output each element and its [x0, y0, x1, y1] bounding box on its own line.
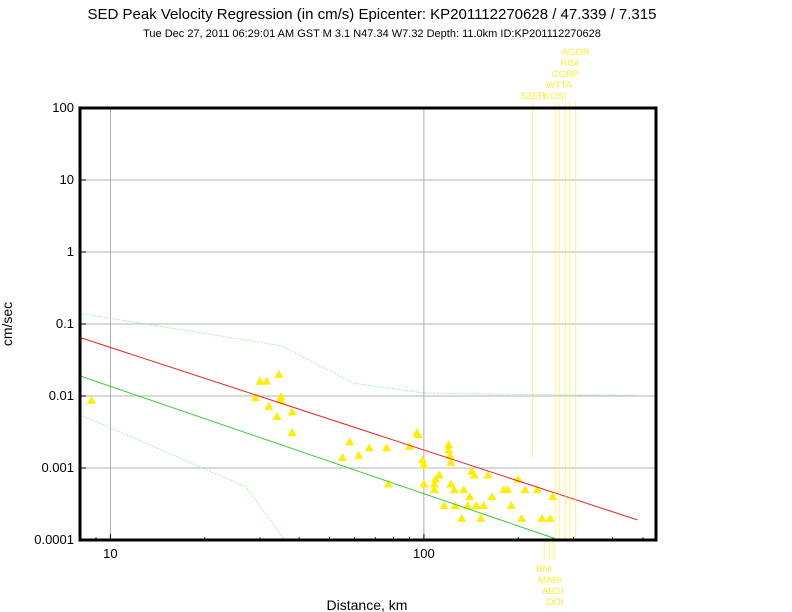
station-label-bottom: DOI — [547, 597, 564, 608]
data-point-marker — [337, 452, 347, 461]
data-point-marker — [354, 450, 364, 459]
data-point-marker — [471, 501, 481, 510]
data-point-marker — [418, 455, 428, 464]
data-point-marker — [479, 501, 489, 510]
grid — [80, 108, 656, 540]
axis-ticks: 100 10 1 0.1 0.01 0.001 0.0001 10 100 — [34, 100, 644, 561]
data-point-marker — [487, 492, 497, 501]
data-point-marker — [287, 407, 297, 416]
data-point-marker — [439, 501, 449, 510]
regression-line — [79, 375, 560, 541]
data-point-marker — [345, 437, 355, 446]
station-label-top: CGRP — [552, 69, 579, 80]
chart-subtitle: Tue Dec 27, 2011 06:29:01 AM GST M 3.1 N… — [143, 28, 601, 40]
data-point-marker — [517, 513, 527, 522]
data-point-marker — [429, 485, 439, 494]
series-layer — [79, 313, 638, 541]
data-point-marker — [520, 485, 530, 494]
data-point-marker — [255, 376, 265, 385]
data-point-marker — [274, 369, 284, 378]
station-label-bottom: MABI — [538, 575, 561, 586]
y-tick-label: 0.01 — [49, 388, 74, 403]
data-point-marker — [262, 376, 272, 385]
confidence-bound-line — [79, 313, 638, 396]
data-point-marker — [272, 411, 282, 420]
data-point-marker — [463, 501, 473, 510]
data-point-marker — [459, 485, 469, 494]
data-point-marker — [450, 501, 460, 510]
x-axis-label: Distance, km — [327, 597, 408, 612]
station-label-top: RISI — [561, 58, 579, 69]
y-tick-label: 10 — [60, 172, 74, 187]
data-point-marker — [483, 470, 493, 479]
data-point-marker — [364, 443, 374, 452]
data-point-marker — [444, 440, 454, 449]
data-point-marker — [457, 513, 467, 522]
station-label-top: WTTA — [546, 80, 573, 91]
data-point-marker — [431, 474, 441, 483]
data-point-marker — [465, 492, 475, 501]
station-label-top: SZER — [520, 91, 545, 102]
data-point-marker — [429, 479, 439, 488]
data-point-marker — [445, 450, 455, 459]
y-tick-label: 0.001 — [41, 460, 74, 475]
data-point-marker — [287, 428, 297, 437]
data-point-marker — [503, 485, 513, 494]
regression-line — [79, 336, 638, 521]
confidence-bound-line — [79, 414, 286, 541]
data-point-marker — [86, 395, 96, 404]
y-tick-label: 100 — [52, 100, 74, 115]
data-point-marker — [419, 479, 429, 488]
data-point-marker — [250, 393, 260, 402]
data-point-marker — [446, 479, 456, 488]
data-point-marker — [383, 479, 393, 488]
y-tick-label: 1 — [67, 244, 74, 259]
data-point-marker — [506, 501, 516, 510]
y-axis-label: cm/sec — [0, 302, 15, 346]
data-point-marker — [382, 443, 392, 452]
x-tick-label: 10 — [103, 546, 117, 561]
data-point-marker — [537, 513, 547, 522]
data-point-marker — [276, 395, 286, 404]
station-label-top: KOSI — [544, 91, 567, 102]
y-tick-label: 0.0001 — [34, 532, 74, 547]
data-point-marker — [413, 430, 423, 439]
data-point-marker — [469, 470, 479, 479]
station-label-top: AGOR — [562, 47, 590, 58]
chart-title: SED Peak Velocity Regression (in cm/s) E… — [88, 6, 657, 23]
station-label-bottom: ABSI — [542, 586, 564, 597]
data-point-marker — [449, 485, 459, 494]
data-point-marker — [545, 513, 555, 522]
station-label-bottom: BNI — [536, 564, 552, 575]
x-tick-label: 100 — [413, 546, 435, 561]
data-point-marker — [532, 485, 542, 494]
data-point-marker — [476, 513, 486, 522]
data-point-marker — [444, 445, 454, 454]
data-point-marker — [419, 460, 429, 469]
data-point-marker — [264, 401, 274, 410]
data-point-marker — [446, 457, 456, 466]
data-point-marker — [434, 470, 444, 479]
y-tick-label: 0.1 — [56, 316, 74, 331]
